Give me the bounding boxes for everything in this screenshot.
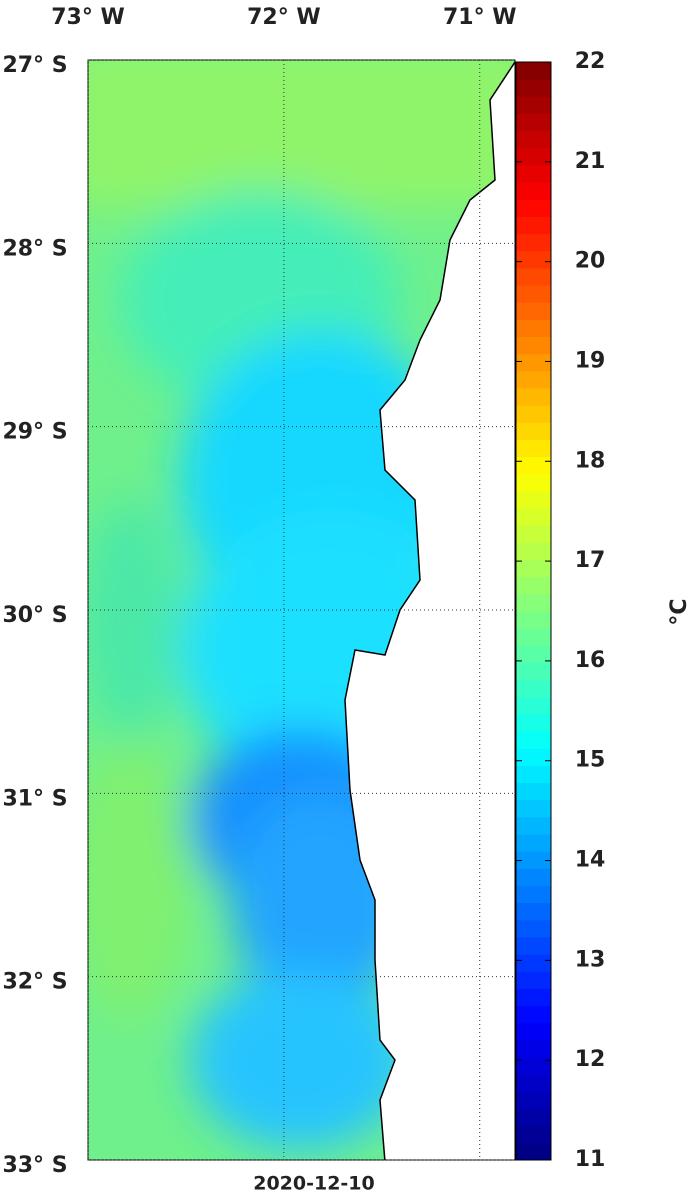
colorbar-step bbox=[516, 405, 551, 423]
colorbar-step bbox=[516, 868, 551, 886]
colorbar-step bbox=[516, 611, 551, 629]
lon-tick-label: 73° W bbox=[51, 5, 125, 30]
colorbar-tick-label: 14 bbox=[575, 848, 606, 873]
colorbar-step bbox=[516, 62, 551, 80]
lat-tick-label: 28° S bbox=[2, 236, 67, 261]
colorbar-step bbox=[516, 559, 551, 578]
lat-tick-label: 29° S bbox=[2, 420, 67, 445]
colorbar-tick-label: 21 bbox=[575, 149, 606, 174]
colorbar-step bbox=[516, 285, 551, 303]
colorbar-step bbox=[516, 919, 551, 938]
lat-tick-label: 30° S bbox=[2, 603, 67, 628]
colorbar-step bbox=[516, 885, 551, 904]
colorbar-step bbox=[516, 748, 551, 766]
colorbar-step bbox=[516, 1074, 551, 1092]
colorbar-step bbox=[516, 731, 551, 749]
colorbar-step bbox=[516, 1125, 551, 1144]
colorbar-step bbox=[516, 336, 551, 355]
colorbar-step bbox=[516, 267, 551, 286]
colorbar-step bbox=[516, 164, 551, 183]
colorbar-step bbox=[516, 147, 551, 166]
colorbar-step bbox=[516, 628, 551, 646]
colorbar-step bbox=[516, 782, 551, 801]
colorbar-step bbox=[516, 713, 551, 732]
colorbar-step bbox=[516, 576, 551, 595]
colorbar-step bbox=[516, 79, 551, 97]
colorbar-step bbox=[516, 902, 551, 921]
colorbar-step bbox=[516, 525, 551, 543]
colorbar-step bbox=[516, 233, 551, 252]
colorbar-step bbox=[516, 439, 551, 458]
colorbar-step bbox=[516, 113, 551, 132]
colorbar-step bbox=[516, 834, 551, 852]
colorbar-tick-label: 19 bbox=[575, 348, 606, 373]
colorbar-tick-label: 15 bbox=[575, 748, 606, 773]
colorbar-step bbox=[516, 593, 551, 612]
colorbar-unit: °C bbox=[667, 598, 692, 625]
colorbar-step bbox=[516, 936, 551, 955]
colorbar-step bbox=[516, 679, 551, 698]
lat-tick-label: 27° S bbox=[2, 53, 67, 78]
colorbar-step bbox=[516, 851, 551, 869]
land bbox=[344, 61, 515, 1160]
colorbar-step bbox=[516, 1142, 551, 1161]
colorbar-step bbox=[516, 1005, 551, 1024]
colorbar-step bbox=[516, 199, 551, 217]
colorbar-step bbox=[516, 182, 551, 200]
colorbar-step bbox=[516, 216, 551, 235]
colorbar-step bbox=[516, 130, 551, 149]
colorbar-step bbox=[516, 1057, 551, 1075]
lon-tick-label: 72° W bbox=[247, 5, 321, 30]
colorbar-step bbox=[516, 250, 551, 269]
colorbar-step bbox=[516, 799, 551, 818]
lat-tick-label: 31° S bbox=[2, 786, 67, 811]
colorbar-step bbox=[516, 387, 551, 406]
colorbar-step bbox=[516, 542, 551, 561]
colorbar-step bbox=[516, 1091, 551, 1110]
date-label: 2020-12-10 bbox=[253, 1173, 375, 1193]
lat-tick-label: 33° S bbox=[2, 1153, 67, 1178]
colorbar-step bbox=[516, 96, 551, 114]
colorbar-step bbox=[516, 370, 551, 389]
colorbar-tick-label: 18 bbox=[575, 448, 606, 473]
lon-tick-label: 71° W bbox=[443, 5, 517, 30]
colorbar-tick-label: 11 bbox=[575, 1147, 606, 1172]
colorbar-step bbox=[516, 696, 551, 715]
colorbar-step bbox=[516, 353, 551, 372]
colorbar-tick-label: 20 bbox=[575, 249, 606, 274]
colorbar-step bbox=[516, 765, 551, 784]
colorbar-frame bbox=[515, 61, 552, 1161]
colorbar-step bbox=[516, 988, 551, 1007]
colorbar-step bbox=[516, 1039, 551, 1058]
colorbar-step bbox=[516, 456, 551, 475]
colorbar-step bbox=[516, 490, 551, 509]
colorbar-step bbox=[516, 954, 551, 972]
colorbar-step bbox=[516, 645, 551, 663]
colorbar-step bbox=[516, 662, 551, 681]
colorbar-tick-label: 12 bbox=[575, 1047, 606, 1072]
colorbar-step bbox=[516, 1108, 551, 1127]
colorbar-step bbox=[516, 1022, 551, 1041]
colorbar-step bbox=[516, 816, 551, 835]
lat-tick-label: 32° S bbox=[2, 970, 67, 995]
colorbar-tick-label: 16 bbox=[575, 648, 606, 673]
colorbar-tick-label: 17 bbox=[575, 548, 606, 573]
colorbar-step bbox=[516, 319, 551, 337]
colorbar-step bbox=[516, 971, 551, 989]
colorbar-tick-label: 22 bbox=[575, 49, 606, 74]
colorbar-tick-label: 13 bbox=[575, 947, 606, 972]
sst-field bbox=[88, 60, 515, 1160]
colorbar-step bbox=[516, 508, 551, 526]
colorbar-step bbox=[516, 473, 551, 492]
colorbar-step bbox=[516, 422, 551, 440]
colorbar-step bbox=[516, 302, 551, 320]
